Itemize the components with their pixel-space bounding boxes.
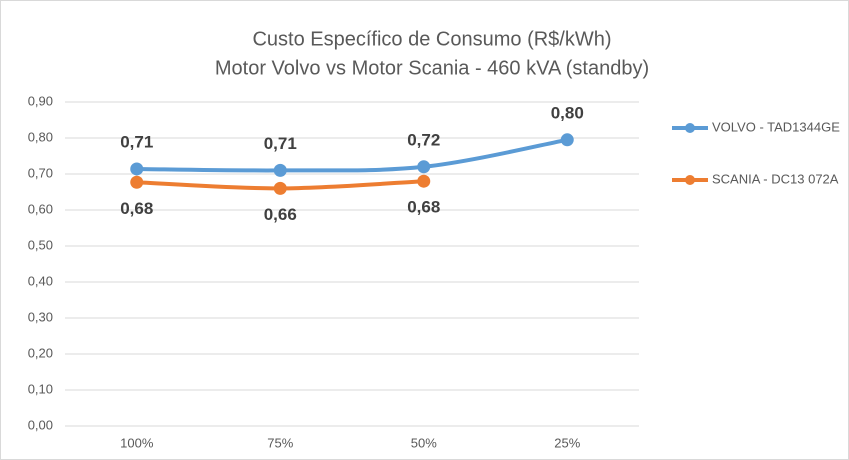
y-tick-label: 0,00 [28, 417, 53, 432]
data-label: 0,72 [407, 130, 440, 149]
legend-label: SCANIA - DC13 072A [712, 171, 839, 186]
x-tick-label: 75% [267, 435, 293, 450]
data-label: 0,71 [264, 134, 297, 153]
y-tick-label: 0,80 [28, 129, 53, 144]
y-tick-label: 0,10 [28, 381, 53, 396]
data-point [273, 181, 287, 195]
legend-label: VOLVO - TAD1344GE [712, 119, 840, 134]
y-tick-label: 0,60 [28, 201, 53, 216]
data-point [130, 175, 144, 189]
legend-marker [685, 175, 695, 185]
data-point [417, 174, 431, 188]
data-label: 0,66 [264, 205, 297, 224]
legend-marker [685, 123, 695, 133]
x-tick-label: 100% [120, 435, 154, 450]
y-tick-label: 0,90 [28, 93, 53, 108]
y-tick-label: 0,20 [28, 345, 53, 360]
y-tick-label: 0,50 [28, 237, 53, 252]
data-point [130, 162, 144, 176]
data-point [560, 133, 574, 147]
data-label: 0,80 [551, 103, 584, 122]
data-point [417, 160, 431, 174]
data-label: 0,68 [407, 198, 440, 217]
y-tick-label: 0,70 [28, 165, 53, 180]
y-tick-label: 0,40 [28, 273, 53, 288]
series-line [134, 137, 570, 173]
data-label: 0,71 [120, 132, 153, 151]
data-label: 0,68 [120, 199, 153, 218]
x-tick-label: 50% [411, 435, 437, 450]
x-tick-label: 25% [554, 435, 580, 450]
data-point [273, 163, 287, 177]
y-tick-label: 0,30 [28, 309, 53, 324]
chart-title: Custo Específico de Consumo (R$/kWh) [252, 28, 611, 50]
chart-subtitle: Motor Volvo vs Motor Scania - 460 kVA (s… [215, 57, 649, 79]
